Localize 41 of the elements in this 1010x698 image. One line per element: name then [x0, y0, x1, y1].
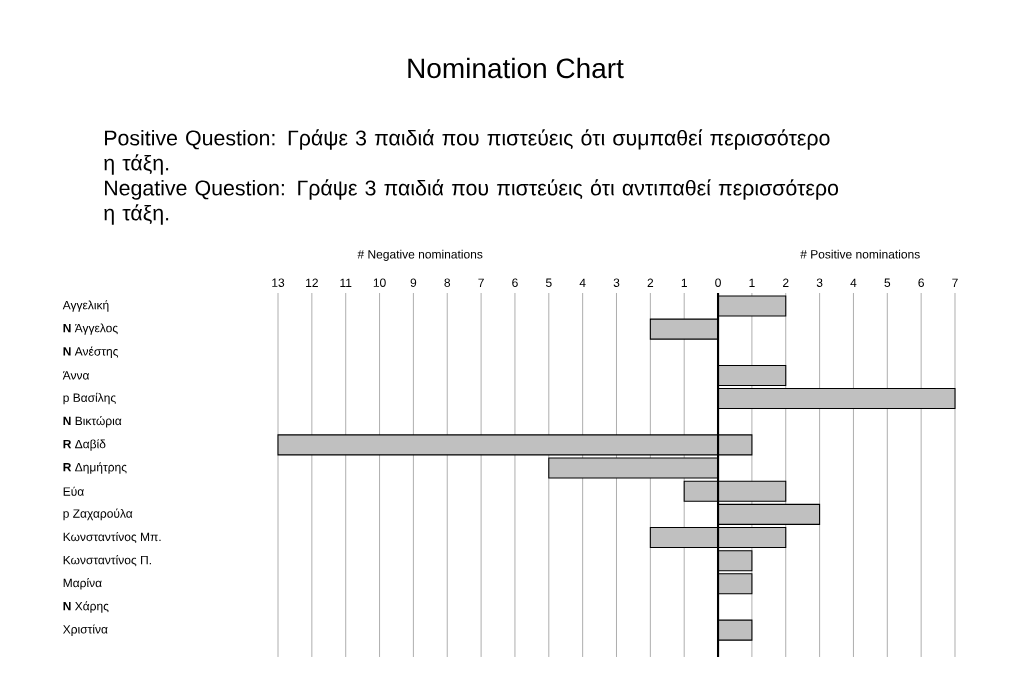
x-tick-label: 6 [512, 278, 518, 287]
y-tick-label: Αγγελική [62, 300, 109, 312]
y-tick-label: Κωνσταντίνος Π. [63, 555, 151, 567]
x-tick-label: 5 [884, 278, 891, 287]
x-tick-label: 12 [306, 278, 318, 287]
y-tick-label: R Δημήτρης [63, 462, 127, 474]
x-tick-label: 3 [613, 278, 620, 287]
y-tick-label: R Δαβίδ [63, 439, 106, 451]
y-tick-label: Άννα [62, 371, 90, 380]
x-tick-label: 2 [647, 278, 654, 287]
text: # Negative nominations [357, 249, 483, 261]
x-tick-label: 4 [850, 278, 857, 287]
text: Positive Question: Γράψε 3 παιδιά που πιστεύεις ότι συμπαθεί περισσότερο η τάξη. [104, 129, 830, 175]
x-tick-label: 0 [715, 278, 721, 287]
x-tick-label: 11 [340, 278, 352, 287]
y-tick-label: Κωνσταντίνος Μπ. [63, 531, 161, 544]
x-tick-label: 8 [444, 278, 451, 287]
y-tick-label: N Χάρης [63, 601, 109, 613]
y-tick-label: p Ζαχαρούλα [63, 508, 133, 521]
y-tick-label: N Ανέστης [63, 346, 119, 359]
x-tick-label: 3 [816, 278, 823, 287]
x-tick-label: 13 [272, 278, 285, 287]
y-tick-label: p Βασίλης [63, 392, 116, 405]
text: # Positive nominations [800, 249, 920, 259]
x-tick-label: 1 [681, 278, 687, 287]
y-tick-label: Μαρίνα [63, 578, 102, 590]
x-tick-label: 2 [783, 278, 789, 287]
chart-title: Nomination Chart [408, 57, 624, 79]
x-tick-label: 1 [749, 278, 755, 287]
x-tick-label: 4 [579, 278, 586, 287]
y-tick-label: Εύα [63, 486, 84, 496]
y-tick-label: N Άγγελος [63, 323, 118, 335]
x-tick-label: 9 [410, 278, 417, 287]
text: Negative Question: Γράψε 3 παιδιά που πιστεύεις ότι αντιπαθεί περισσότερο η τάξη. [104, 179, 839, 225]
y-tick-label: N Βικτώρια [63, 415, 122, 428]
x-tick-label: 5 [545, 278, 552, 287]
x-tick-label: 10 [373, 278, 386, 287]
x-tick-label: 7 [478, 278, 484, 287]
x-tick-label: 6 [918, 278, 924, 287]
x-tick-label: 7 [952, 278, 958, 287]
y-tick-label: Χριστίνα [62, 624, 108, 636]
